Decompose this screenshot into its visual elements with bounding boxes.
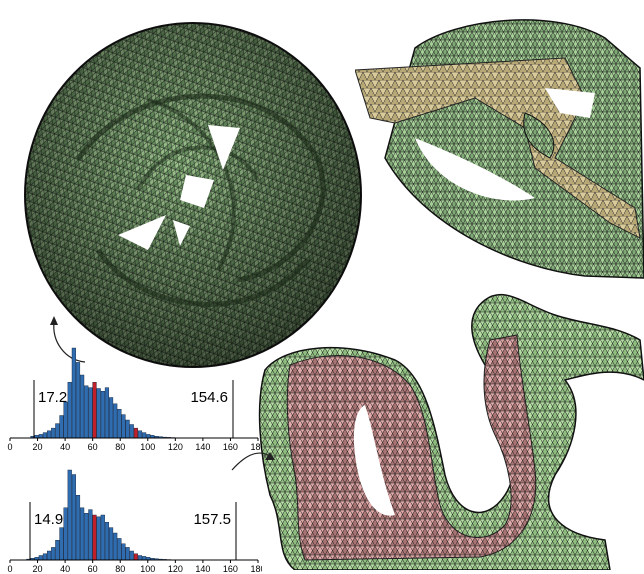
histogram-bar [121, 414, 126, 439]
histogram-bar [108, 527, 114, 561]
histogram-bar [80, 374, 85, 439]
histogram-bar [63, 507, 68, 561]
max-angle-label: 157.5 [193, 511, 231, 528]
knot-mesh-render [24, 22, 362, 368]
histogram-bar [71, 347, 76, 439]
histogram-bar [104, 521, 109, 561]
histogram-bar [142, 432, 147, 439]
histogram-bar [63, 401, 68, 439]
histogram-bar [137, 430, 143, 439]
angle-histogram-bottom: 0 20 40 60 80 100 120 140 160 180 14.9 157.5 [7, 469, 262, 574]
x-tick-label: 0 [7, 442, 12, 452]
histogram-bar [113, 403, 118, 439]
histogram-bar [137, 555, 143, 561]
angle-histogram-top: 0 20 40 60 80 100 120 140 160 180 17.2 154.6 [7, 347, 262, 452]
histogram-bar [71, 474, 76, 561]
min-angle-label: 17.2 [38, 389, 67, 406]
histogram-bar [92, 382, 97, 439]
histogram-bar [51, 427, 56, 439]
x-tick-label: 120 [168, 564, 183, 574]
histogram-bar [125, 547, 130, 561]
histogram-bar [129, 424, 134, 439]
histogram-bar [55, 539, 60, 561]
histogram-bar [75, 362, 81, 439]
histogram-bar [47, 550, 52, 561]
histogram-bar [55, 423, 60, 439]
x-tick-label: 40 [60, 564, 70, 574]
x-tick-label: 180 [250, 564, 262, 574]
x-tick-label: 60 [88, 442, 98, 452]
histogram-bar [42, 553, 47, 561]
arrow-to-knot [50, 316, 86, 363]
histogram-bar [142, 556, 147, 561]
x-tick-label: 140 [195, 442, 210, 452]
histogram-bar [80, 507, 85, 561]
x-tick-label: 60 [88, 564, 98, 574]
histogram-bar [88, 509, 93, 561]
histogram-bar [47, 430, 52, 439]
histogram-bar [38, 555, 43, 561]
histogram-bar [38, 434, 43, 439]
x-tick-label: 40 [60, 442, 70, 452]
histogram-bar [108, 397, 114, 439]
x-tick-label: 140 [195, 564, 210, 574]
cut-mesh-render [355, 19, 644, 279]
histogram-bar [51, 547, 56, 561]
histogram-bar [117, 538, 122, 561]
histogram-bar [125, 419, 130, 439]
x-tick-label: 160 [223, 564, 238, 574]
x-tick-label: 0 [7, 564, 12, 574]
histogram-bar [96, 388, 101, 439]
histogram-bar [84, 513, 89, 561]
x-tick-label: 80 [115, 564, 125, 574]
histogram-bar [104, 387, 109, 439]
arrow-to-dragon [231, 452, 275, 471]
histogram-bar [129, 550, 134, 561]
x-tick-label: 80 [115, 442, 125, 452]
x-axis-ticks: 0 20 40 60 80 100 120 140 160 180 [7, 560, 262, 574]
histogram-bar [96, 516, 101, 561]
histogram-bar [88, 387, 93, 439]
histogram-bar [67, 382, 72, 439]
histogram-bar [117, 408, 122, 439]
histogram-bar [42, 432, 47, 439]
x-tick-label: 160 [223, 442, 238, 452]
histogram-bar [84, 385, 89, 439]
x-tick-label: 20 [33, 442, 43, 452]
max-angle-label: 154.6 [190, 389, 228, 406]
min-angle-label: 14.9 [34, 511, 63, 528]
histogram-bar [121, 543, 126, 561]
histogram-bar [100, 514, 105, 561]
histogram-bar [113, 532, 118, 561]
x-tick-label: 120 [168, 442, 183, 452]
histogram-bar [75, 495, 81, 561]
histogram-bar [133, 427, 138, 439]
histogram-bar [59, 415, 64, 439]
x-tick-label: 100 [140, 564, 155, 574]
x-tick-label: 180 [250, 442, 262, 452]
histogram-bar [100, 391, 105, 439]
histogram-bars [30, 347, 200, 439]
histogram-bar [133, 553, 138, 561]
dragon-mesh-render [258, 293, 644, 570]
x-axis-ticks: 0 20 40 60 80 100 120 140 160 180 [7, 438, 262, 452]
histogram-bar [92, 514, 97, 561]
x-tick-label: 100 [140, 442, 155, 452]
x-tick-label: 20 [33, 564, 43, 574]
histogram-bar [59, 527, 64, 561]
histogram-bar [146, 434, 151, 439]
histogram-bar [67, 469, 72, 561]
